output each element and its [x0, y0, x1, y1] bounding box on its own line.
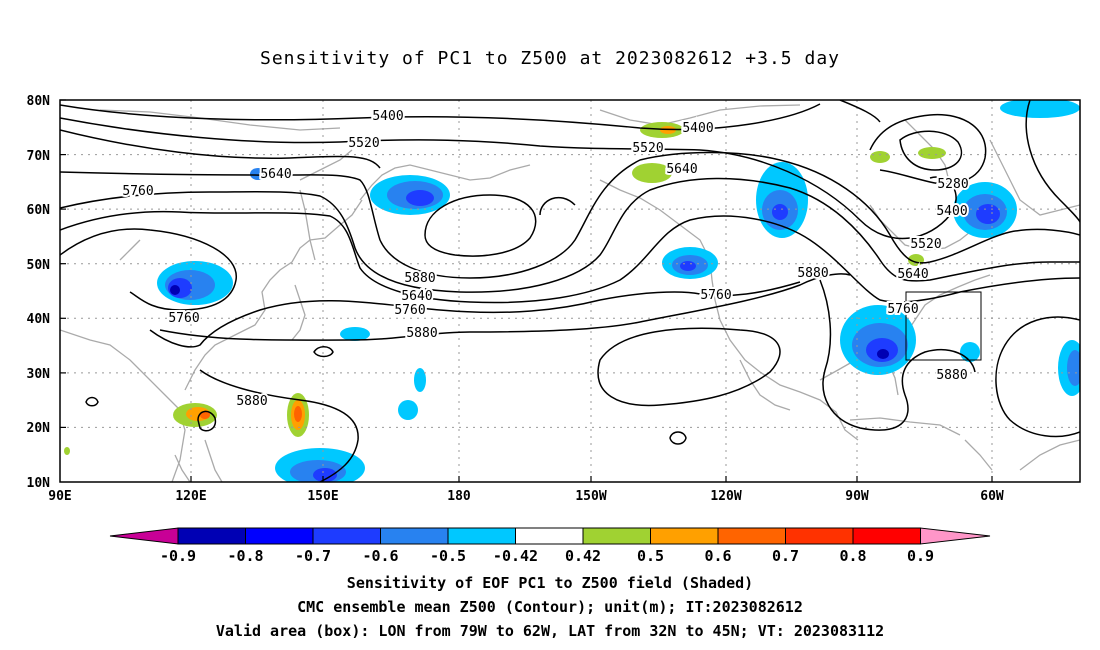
lat-label: 70N [27, 149, 51, 164]
contour-label: 5880 [406, 326, 437, 341]
contour-label: 5640 [897, 267, 928, 282]
contour-label: 5880 [797, 266, 828, 281]
contour-labels: 5400 5520 5640 5760 5880 5280 5400 5520 … [120, 107, 970, 411]
contour-label: 5760 [394, 303, 425, 318]
lat-label: 80N [27, 94, 51, 109]
colorbar-label: 0.42 [565, 547, 601, 565]
plot-frame [59, 99, 1081, 483]
colorbar-segment [515, 527, 584, 545]
contour-label: 5880 [936, 368, 967, 383]
colorbar-label: -0.9 [160, 547, 196, 565]
caption-line-2: CMC ensemble mean Z500 (Contour); unit(m… [297, 598, 803, 616]
contour-label: 5640 [666, 162, 697, 177]
contour-label: 5760 [122, 184, 153, 199]
lat-label: 20N [27, 421, 51, 436]
colorbar-segment [380, 527, 449, 545]
colorbar-label: 0.9 [907, 547, 934, 565]
caption-line-1: Sensitivity of EOF PC1 to Z500 field (Sh… [346, 574, 754, 592]
colorbar-segment [177, 527, 246, 545]
contour-label: 5400 [372, 109, 403, 124]
contour-label: 5760 [168, 311, 199, 326]
colorbar-label: -0.5 [430, 547, 466, 565]
contour-label: 5880 [404, 271, 435, 286]
colorbar-label: -0.7 [295, 547, 331, 565]
contour-label: 5520 [348, 136, 379, 151]
colorbar-label: 0.8 [839, 547, 866, 565]
contour-label: 5760 [887, 302, 918, 317]
colorbar-label: 0.6 [704, 547, 731, 565]
valid-area-box [905, 291, 982, 361]
colorbar-segment [312, 527, 381, 545]
lat-label: 10N [27, 476, 51, 491]
coastlines [60, 104, 1080, 482]
colorbar-segment [852, 527, 921, 545]
grid-lines [60, 100, 1080, 482]
contour-label: 5400 [682, 121, 713, 136]
lon-label: 120E [175, 489, 206, 504]
colorbar-label: -0.6 [362, 547, 398, 565]
lon-label: 90W [845, 489, 869, 504]
colorbar: -0.9 -0.8 -0.7 -0.6 -0.5 -0.42 0.42 0.5 0.6 0.7 0.… [109, 527, 991, 565]
lon-label: 60W [980, 489, 1004, 504]
contour-label: 5760 [700, 288, 731, 303]
map-title: Sensitivity of PC1 to Z500 at 2023082612… [259, 48, 840, 69]
lon-label: 90E [48, 489, 71, 504]
contour-label: 5280 [937, 177, 968, 192]
lon-label: 150W [575, 489, 606, 504]
lon-label: 150E [307, 489, 338, 504]
colorbar-end-low [109, 527, 179, 545]
contour-label: 5520 [910, 237, 941, 252]
caption-line-3: Valid area (box): LON from 79W to 62W, L… [215, 622, 885, 640]
lon-label: 120W [710, 489, 741, 504]
lat-label: 30N [27, 367, 51, 382]
sensitivity-shading [64, 100, 1080, 482]
latitude-labels: 80N 70N 60N 50N 40N 30N 20N 10N [27, 94, 51, 491]
colorbar-label: 0.7 [772, 547, 799, 565]
colorbar-segment [717, 527, 786, 545]
colorbar-end-high [920, 527, 991, 545]
longitude-labels: 90E 120E 150E 180 150W 120W 90W 60W [48, 489, 1004, 504]
colorbar-segment [785, 527, 854, 545]
contour-label: 5880 [236, 394, 267, 409]
colorbar-segment [447, 527, 516, 545]
colorbar-label: 0.5 [637, 547, 664, 565]
lon-label: 180 [447, 489, 471, 504]
contour-label: 5640 [260, 167, 291, 182]
lat-label: 50N [27, 258, 51, 273]
contour-label: 5400 [936, 204, 967, 219]
colorbar-label: -0.8 [227, 547, 263, 565]
lat-label: 60N [27, 203, 51, 218]
colorbar-segment [650, 527, 719, 545]
colorbar-label: -0.42 [493, 547, 538, 565]
contour-label: 5520 [632, 141, 663, 156]
z500-contours [60, 100, 1080, 482]
lat-label: 40N [27, 312, 51, 327]
colorbar-segment [582, 527, 651, 545]
contour-label: 5640 [401, 289, 432, 304]
colorbar-segment [245, 527, 314, 545]
axis-ticks [60, 99, 993, 482]
